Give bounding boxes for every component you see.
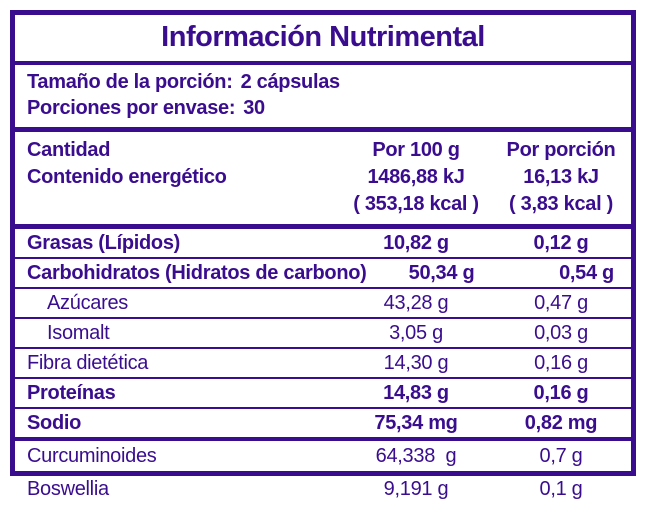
botanicals-section: Curcuminoides 64,338 g 0,7 g Boswellia 9… (15, 437, 631, 505)
row-portion-value: 0,54 g (559, 261, 614, 284)
panel-title: Información Nutrimental (15, 15, 631, 65)
per100-energy-kcal: ( 353,18 kcal ) (353, 193, 479, 215)
serving-size-value: 2 cápsulas (240, 71, 341, 93)
row-portion-value: 0,1 g (539, 478, 583, 500)
table-row-carbohydrates: Carbohidratos (Hidratos de carbono) 50,3… (15, 257, 631, 287)
row-per100-value: 10,82 g (383, 231, 449, 254)
table-row-fiber: Fibra dietética 14,30 g 0,16 g (15, 347, 631, 377)
row-label: Boswellia (27, 478, 109, 500)
nutrition-label-canvas: Información Nutrimental Tamaño de la por… (10, 10, 636, 500)
table-row-isomalt: Isomalt 3,05 g 0,03 g (15, 317, 631, 347)
serving-size-line: Tamaño de la porción: 2 cápsulas (27, 69, 619, 95)
nutrient-rows-section: Grasas (Lípidos) 10,82 g 0,12 g Carbohid… (15, 229, 631, 437)
row-per100-value: 14,30 g (383, 351, 449, 374)
row-portion-value: 0,03 g (534, 321, 588, 344)
portion-energy-kj: 16,13 kJ (523, 166, 599, 188)
row-per100-value: 14,83 g (383, 381, 449, 404)
servings-per-container-label: Porciones por envase: (27, 97, 236, 119)
per100-energy-kj: 1486,88 kJ (367, 166, 465, 188)
portion-column-label: Por porción (506, 139, 616, 161)
nutrition-facts-panel: Información Nutrimental Tamaño de la por… (10, 10, 636, 500)
energy-label: Contenido energético (27, 166, 227, 188)
row-portion-value: 0,16 g (534, 351, 588, 374)
row-per100-value: 50,34 g (408, 261, 475, 284)
table-row-fats: Grasas (Lípidos) 10,82 g 0,12 g (15, 229, 631, 257)
header-per100-column: Por 100 g 1486,88 kJ ( 353,18 kcal ) (341, 137, 491, 218)
row-label: Curcuminoides (27, 445, 157, 467)
header-portion-column: Por porción 16,13 kJ ( 3,83 kcal ) (491, 137, 631, 218)
row-per100-value: 9,191 g (383, 478, 449, 500)
row-portion-value: 0,82 mg (524, 411, 598, 434)
row-label: Azúcares (47, 291, 128, 314)
row-label: Fibra dietética (27, 351, 149, 374)
table-row-curcuminoids: Curcuminoides 64,338 g 0,7 g (15, 441, 631, 472)
row-portion-value: 0,16 g (533, 381, 589, 404)
table-row-sodium: Sodio 75,34 mg 0,82 mg (15, 407, 631, 437)
table-row-boswellia: Boswellia 9,191 g 0,1 g (15, 472, 631, 505)
row-label: Isomalt (47, 321, 110, 344)
portion-energy-kcal: ( 3,83 kcal ) (509, 193, 613, 215)
servings-per-container-line: Porciones por envase: 30 (27, 95, 619, 121)
per100-column-label: Por 100 g (372, 139, 460, 161)
row-portion-value: 0,7 g (539, 445, 583, 467)
serving-info-section: Tamaño de la porción: 2 cápsulas Porcione… (15, 65, 631, 132)
amount-label: Cantidad (27, 139, 111, 161)
columns-header-section: Cantidad Contenido energético Por 100 g … (15, 132, 631, 229)
row-per100-value: 75,34 mg (374, 411, 458, 434)
header-amount-column: Cantidad Contenido energético (15, 137, 341, 191)
servings-per-container-value: 30 (243, 97, 265, 119)
row-per100-value: 3,05 g (389, 321, 443, 344)
row-label: Sodio (27, 411, 82, 434)
table-row-sugars: Azúcares 43,28 g 0,47 g (15, 287, 631, 317)
row-label: Grasas (Lípidos) (27, 231, 181, 254)
serving-size-label: Tamaño de la porción: (27, 71, 233, 93)
table-row-proteins: Proteínas 14,83 g 0,16 g (15, 377, 631, 407)
row-portion-value: 0,47 g (534, 291, 588, 314)
row-per100-value: 43,28 g (383, 291, 449, 314)
row-label: Carbohidratos (Hidratos de carbono) (27, 261, 367, 284)
row-portion-value: 0,12 g (533, 231, 589, 254)
row-per100-value: 64,338 g (375, 445, 457, 467)
row-label: Proteínas (27, 381, 116, 404)
